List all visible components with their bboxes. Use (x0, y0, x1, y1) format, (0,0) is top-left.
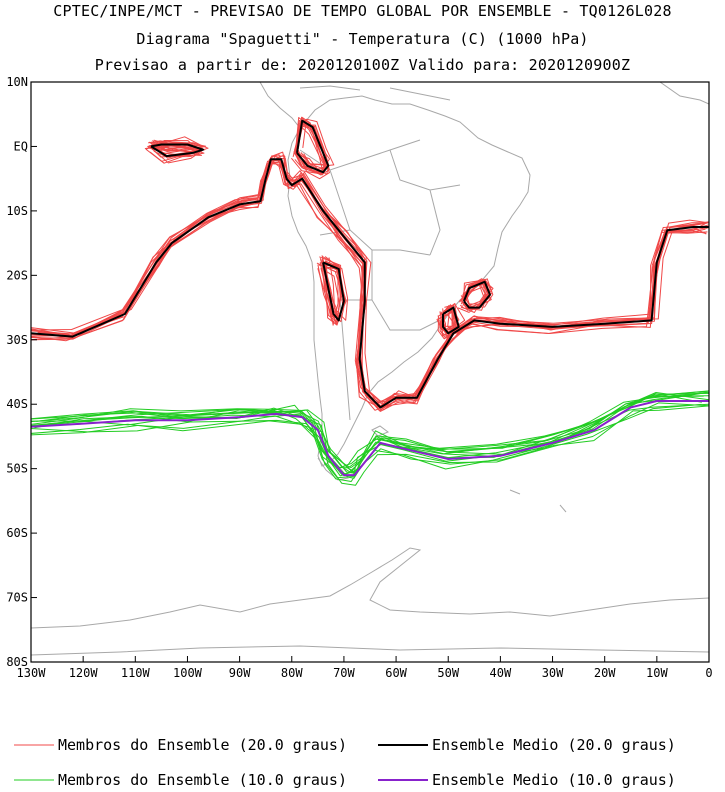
x-tick-label: 110W (121, 666, 151, 680)
south-america-coast (287, 95, 531, 467)
legend: Membros do Ensemble (20.0 graus) Ensembl… (14, 736, 676, 789)
ensemble-mean-20-line (150, 143, 205, 158)
legend-label-mean-10: Ensemble Medio (10.0 graus) (432, 771, 676, 789)
islands (371, 425, 567, 513)
title-line-1: CPTEC/INPE/MCT - PREVISAO DE TEMPO GLOBA… (53, 2, 672, 20)
ensemble-mean-20-line (322, 261, 345, 322)
legend-label-members-20: Membros do Ensemble (20.0 graus) (58, 736, 347, 754)
y-tick-label: EQ (14, 139, 28, 153)
ensemble-mean-20-line (442, 306, 460, 335)
africa-coast (659, 82, 709, 105)
antarctica-coast (31, 547, 709, 656)
x-tick-label: 10W (646, 666, 668, 680)
country-borders (299, 139, 461, 421)
x-tick-label: 120W (69, 666, 99, 680)
plot-frame (30, 81, 710, 663)
y-tick-label: 40S (6, 397, 28, 411)
y-tick-label: 10N (6, 75, 28, 89)
x-tick-label: 40W (490, 666, 512, 680)
ensemble-member-20-line (463, 279, 487, 310)
y-tick-label: 60S (6, 526, 28, 540)
ensemble-member-20-line (437, 305, 454, 335)
x-tick-label: 0 (705, 666, 712, 680)
ensemble-mean-20-line (462, 280, 491, 309)
legend-label-mean-20: Ensemble Medio (20.0 graus) (432, 736, 676, 754)
x-axis: 130W 120W 110W 100W 90W 80W 70W 60W 50W 40W 30W 20W… (17, 656, 713, 680)
y-tick-label: 30S (6, 333, 28, 347)
ensemble-member-10-line (31, 391, 708, 469)
ensemble-member-20-line (147, 145, 205, 157)
x-tick-label: 60W (385, 666, 407, 680)
x-tick-label: 30W (542, 666, 564, 680)
x-tick-label: 50W (437, 666, 459, 680)
title-line-3: Previsao a partir de: 2020120100Z Valido… (94, 56, 631, 74)
title-line-2: Diagrama "Spaguetti" - Temperatura (C) (… (136, 30, 589, 48)
ensemble-member-20-line (151, 136, 203, 151)
legend-label-members-10: Membros do Ensemble (10.0 graus) (58, 771, 347, 789)
ensemble-member-20-line (465, 278, 494, 305)
x-tick-label: 130W (17, 666, 47, 680)
ensemble-member-20-line (324, 262, 345, 325)
members-10-group (31, 390, 709, 486)
coastlines (31, 82, 709, 656)
x-tick-label: 20W (594, 666, 616, 680)
y-tick-label: 10S (6, 204, 28, 218)
means-group (31, 119, 709, 477)
y-tick-label: 70S (6, 591, 28, 605)
x-tick-label: 80W (281, 666, 303, 680)
y-tick-label: 50S (6, 462, 28, 476)
central-america-coast (259, 82, 451, 129)
y-tick-label: 20S (6, 268, 28, 282)
plot-area (31, 82, 709, 662)
ensemble-member-20-line (148, 140, 203, 153)
ensemble-member-10-line (31, 402, 709, 486)
x-tick-label: 90W (229, 666, 251, 680)
ensemble-member-20-line (325, 257, 349, 321)
ensemble-mean-20-line (296, 119, 330, 174)
ensemble-mean-10-line (31, 400, 709, 477)
ensemble-member-20-line (317, 267, 341, 325)
y-tick-label: 80S (6, 655, 28, 669)
ensemble-member-20-line (296, 121, 330, 175)
ensemble-member-10-line (31, 395, 709, 479)
ensemble-member-10-line (31, 403, 702, 482)
ensemble-mean-20-line (31, 158, 709, 409)
ensemble-member-20-line (31, 151, 706, 404)
ensemble-member-20-line (31, 155, 709, 402)
ensemble-member-10-line (31, 395, 704, 475)
y-axis: 10N EQ 10S 20S 30S 40S 50S 60S 70S 80S (6, 75, 37, 669)
x-tick-label: 70W (333, 666, 355, 680)
x-tick-label: 100W (173, 666, 203, 680)
